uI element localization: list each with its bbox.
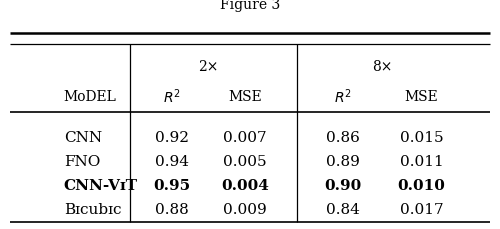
Text: MSE: MSE [404,90,438,103]
Text: 0.94: 0.94 [154,154,188,168]
Text: $R^2$: $R^2$ [162,87,180,106]
Text: 0.88: 0.88 [154,202,188,216]
Text: 0.015: 0.015 [400,131,444,145]
Text: 0.017: 0.017 [400,202,444,216]
Text: 0.86: 0.86 [326,131,360,145]
Text: 0.009: 0.009 [223,202,267,216]
Text: 0.90: 0.90 [324,178,362,192]
Text: 0.010: 0.010 [398,178,446,192]
Text: 0.011: 0.011 [400,154,444,168]
Text: Figure 3: Figure 3 [220,0,280,12]
Text: CNN-VɪT: CNN-VɪT [64,178,138,192]
Text: MᴏDEL: MᴏDEL [64,90,116,103]
Text: 2×: 2× [198,60,218,74]
Text: MSE: MSE [228,90,262,103]
Text: 0.007: 0.007 [224,131,267,145]
Text: CNN: CNN [64,131,102,145]
Text: Bɪcubɪc: Bɪcubɪc [64,202,122,216]
Text: 0.89: 0.89 [326,154,360,168]
Text: 8×: 8× [372,60,392,74]
Text: 0.84: 0.84 [326,202,360,216]
Text: 0.004: 0.004 [221,178,269,192]
Text: 0.005: 0.005 [224,154,267,168]
Text: $R^2$: $R^2$ [334,87,352,106]
Text: 0.95: 0.95 [153,178,190,192]
Text: FNO: FNO [64,154,100,168]
Text: 0.92: 0.92 [154,131,188,145]
